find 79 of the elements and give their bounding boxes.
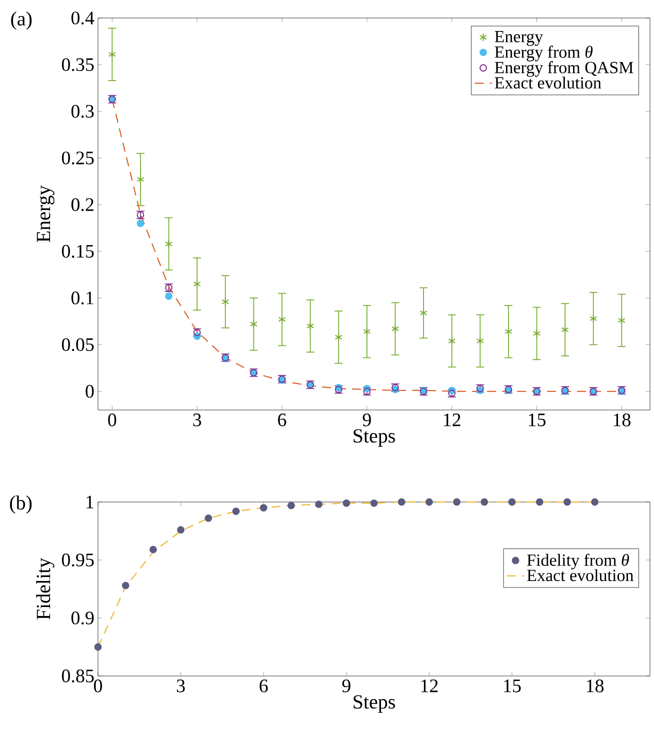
point — [391, 324, 400, 334]
text: (b) — [10, 496, 32, 514]
point — [222, 297, 230, 306]
point — [480, 498, 488, 506]
point — [420, 308, 428, 318]
point — [306, 322, 314, 330]
x-tick-label: 6 — [278, 414, 286, 426]
x-tick-label: 12 — [444, 414, 460, 426]
y-tick-label: 0.2 — [71, 198, 94, 212]
point — [122, 582, 130, 590]
point — [591, 498, 598, 506]
y-tick-label: 0.95 — [62, 554, 94, 566]
point — [448, 336, 456, 346]
x-tick-label: 18 — [614, 414, 630, 426]
point — [232, 508, 240, 515]
y-tick-label: 0.9 — [71, 612, 94, 624]
point — [108, 50, 116, 59]
x-tick-label: 15 — [504, 680, 521, 692]
x-tick-label: 0 — [94, 680, 102, 692]
point — [193, 280, 201, 288]
point — [315, 500, 322, 508]
text: (a) — [11, 12, 32, 30]
y-tick-label: 0.05 — [62, 338, 94, 352]
y-tick-label: 0.1 — [71, 292, 94, 304]
point — [165, 292, 172, 300]
legend-label: Energy from QASM — [494, 61, 634, 77]
x-tick-label: 12 — [421, 680, 438, 692]
x-tick-label: 6 — [260, 680, 268, 692]
point — [363, 327, 371, 336]
x-tick-label: 0 — [108, 414, 116, 426]
y-tick-label: 0.85 — [62, 670, 94, 682]
point — [398, 498, 406, 506]
point — [618, 316, 626, 325]
y-axis-title: Fidelity — [36, 558, 54, 620]
y-tick-label: 0.3 — [71, 104, 94, 118]
point — [561, 325, 569, 334]
point — [278, 315, 286, 324]
y-tick-label: 0.15 — [62, 244, 94, 258]
point — [136, 175, 144, 184]
point — [453, 498, 460, 506]
x-tick-label: 15 — [528, 414, 546, 426]
point — [563, 498, 571, 506]
x-axis-title: Steps — [354, 695, 395, 713]
y-tick-label: 0.4 — [71, 12, 94, 24]
legend-label: Energy — [494, 31, 544, 46]
point — [532, 329, 541, 338]
point — [260, 504, 268, 512]
point — [136, 220, 144, 228]
point — [287, 502, 295, 510]
x-axis-title: Steps — [354, 429, 395, 447]
point — [536, 498, 544, 506]
legend-label: Energy from θ — [494, 46, 593, 62]
point — [177, 526, 184, 534]
x-tick-label: 18 — [586, 680, 604, 692]
y-axis-title: Energy — [36, 185, 54, 242]
point — [250, 320, 258, 328]
x-tick-label: 3 — [193, 414, 202, 426]
y-tick-label: 0.25 — [62, 152, 94, 164]
y-tick-label: 1 — [86, 496, 94, 508]
point — [149, 546, 157, 554]
x-tick-label: 9 — [362, 414, 371, 426]
point — [590, 314, 598, 323]
point — [504, 327, 512, 336]
point — [508, 498, 516, 506]
legend-label: Exact evolution — [494, 76, 602, 89]
y-tick-label: 0.35 — [62, 58, 94, 72]
point — [164, 240, 173, 248]
point — [204, 514, 212, 522]
x-tick-label: 9 — [342, 680, 350, 692]
point — [94, 643, 102, 651]
y-tick-label: 0 — [86, 384, 94, 398]
point — [476, 336, 484, 346]
point — [425, 498, 433, 506]
point — [342, 499, 350, 507]
point — [334, 332, 342, 342]
legend-label: Fidelity from θ — [527, 554, 629, 570]
x-tick-label: 3 — [176, 680, 185, 692]
point — [370, 499, 378, 507]
legend-label: Exact evolution — [527, 569, 634, 582]
